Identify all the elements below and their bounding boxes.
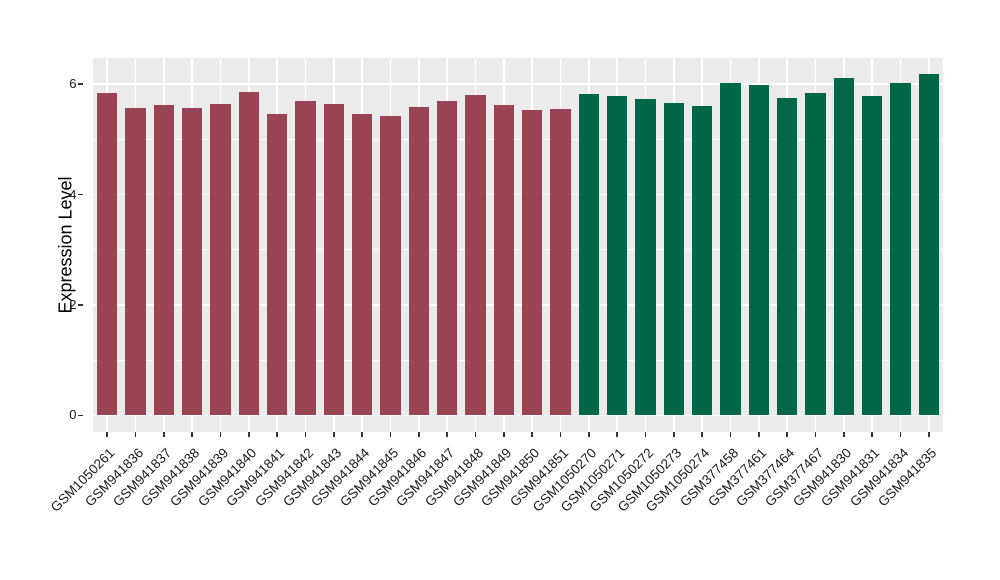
bar-GSM941839 [210,103,231,416]
y-tick-label-4: 4 [69,186,77,202]
x-tick-GSM1050273 [673,432,675,437]
x-tick-GSM941848 [474,432,477,437]
bar-GSM941844 [351,113,373,416]
bar-GSM1050261 [96,92,118,416]
bar-GSM941848 [465,94,486,416]
bar-GSM377458 [720,82,741,416]
bar-GSM941851 [550,108,571,416]
x-tick-GSM1050274 [701,432,703,437]
x-tick-GSM941844 [361,432,363,437]
x-tick-GSM377458 [729,432,732,437]
y-tick-label-0: 0 [69,407,77,423]
bar-GSM941842 [295,100,316,416]
gridline-major-y4 [93,193,943,196]
bar-GSM941831 [861,95,883,416]
x-tick-GSM941836 [134,432,137,437]
x-tick-GSM1050270 [588,432,590,437]
bar-GSM941840 [238,92,260,416]
x-tick-GSM941845 [389,432,392,437]
bar-GSM941847 [436,100,458,416]
x-tick-GSM941849 [503,432,505,437]
x-tick-GSM1050271 [616,432,618,437]
bar-GSM941835 [918,74,940,416]
x-tick-GSM941839 [219,432,222,437]
bar-GSM377461 [748,84,770,416]
gridline-major-y6 [93,83,943,86]
y-tick-6 [78,83,83,86]
bar-GSM941843 [323,104,345,416]
bar-GSM941838 [181,108,203,416]
x-tick-GSM941851 [559,432,562,437]
bar-GSM941834 [890,83,911,416]
y-tick-label-6: 6 [69,76,77,92]
gridline-minor-y5 [93,139,943,140]
gridline-minor-y3 [93,249,943,251]
bar-GSM941845 [380,115,401,416]
x-tick-GSM941840 [248,432,250,437]
bar-GSM1050273 [663,103,685,416]
bar-GSM941836 [125,108,146,416]
gridline-major-y0 [93,414,943,417]
x-tick-GSM941843 [333,432,335,437]
x-tick-GSM377461 [758,432,760,437]
x-tick-GSM941837 [163,432,165,437]
x-tick-GSM941841 [276,432,278,437]
x-tick-GSM941835 [928,432,930,437]
x-tick-GSM377464 [786,432,788,437]
x-tick-GSM941834 [899,432,902,437]
bar-GSM941850 [521,109,543,416]
x-tick-GSM941842 [304,432,307,437]
y-tick-2 [78,304,83,306]
bar-GSM941849 [493,104,515,416]
bar-GSM941846 [408,107,430,416]
x-tick-GSM377467 [814,432,817,437]
bar-GSM377464 [776,97,798,416]
bar-GSM941841 [266,114,288,416]
bar-GSM941830 [833,78,855,416]
y-tick-4 [78,193,83,196]
x-tick-GSM1050272 [644,432,647,437]
bar-GSM377467 [805,92,826,416]
bar-GSM1050274 [691,105,713,416]
x-tick-GSM941831 [871,432,873,437]
x-tick-GSM941850 [531,432,533,437]
x-tick-GSM941830 [843,432,845,437]
x-tick-GSM941838 [191,432,193,437]
gridline-minor-y1 [93,359,943,361]
plot-panel [93,58,943,432]
bar-GSM1050272 [635,98,656,416]
y-tick-label-2: 2 [69,296,77,312]
bar-GSM941837 [153,105,175,416]
bar-GSM1050271 [606,95,628,416]
x-tick-GSM941846 [418,432,420,437]
y-tick-0 [78,414,83,417]
bar-GSM1050270 [578,93,600,416]
x-tick-GSM941847 [446,432,448,437]
x-tick-GSM1050261 [106,432,108,437]
gridline-major-y2 [93,304,943,306]
